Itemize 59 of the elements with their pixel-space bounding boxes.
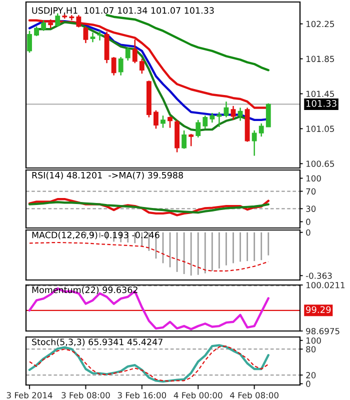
candlestick <box>118 56 124 76</box>
candlestick <box>154 110 158 130</box>
candlestick <box>230 105 236 121</box>
candlestick <box>266 102 271 128</box>
candlestick <box>125 46 130 62</box>
y-tick-label: 20 <box>306 372 316 378</box>
y-tick-label: 101.45 <box>306 90 334 98</box>
x-tick-label: 3 Feb 16:00 <box>118 392 166 398</box>
candlestick <box>90 32 96 43</box>
y-tick-label: 100.0211 <box>306 282 345 288</box>
y-tick-label: 101.85 <box>306 56 334 62</box>
y-tick-label: -0.363 <box>306 272 332 279</box>
candlestick <box>83 26 88 44</box>
x-tick-label: 4 Feb 00:00 <box>174 392 222 398</box>
candlestick <box>41 20 46 32</box>
y-tick-label: 0 <box>306 218 310 225</box>
candlestick <box>168 116 172 128</box>
candlestick <box>252 130 257 156</box>
chart-title: MACD(12,26,9) -0.193 -0.246 <box>32 232 160 240</box>
y-tick-label: 100 <box>306 175 321 182</box>
text: USDJPY,H1 101.07 101.34 101.07 101.33 <box>32 7 214 16</box>
candlestick <box>97 30 102 42</box>
candlestick <box>132 38 138 64</box>
candlestick <box>210 112 215 124</box>
candlestick <box>27 30 32 54</box>
candlestick <box>196 119 201 138</box>
y-tick-label: 30 <box>306 206 316 212</box>
y-tick-label: 101.05 <box>306 126 334 132</box>
candlestick <box>216 111 222 128</box>
candlestick <box>182 130 187 150</box>
line-series <box>28 201 270 214</box>
y-tick-label: 70 <box>306 188 316 195</box>
line-series <box>28 198 270 216</box>
y-tick-label: 102.25 <box>306 20 334 28</box>
y-tick-label: 0 <box>306 380 310 387</box>
candlestick <box>202 114 208 130</box>
ref-line-label: 101.33 <box>306 100 336 107</box>
y-tick-label: 0 <box>306 229 310 236</box>
x-tick-label: 3 Feb 08:00 <box>62 392 110 398</box>
candlestick <box>188 133 194 147</box>
candlestick <box>111 56 116 76</box>
candlestick <box>258 122 264 138</box>
y-tick-label: 100.65 <box>306 160 334 167</box>
x-tick-label: 3 Feb 2014 <box>6 392 52 398</box>
y-tick-label: 100 <box>306 337 321 344</box>
line-series <box>106 14 270 72</box>
y-tick-label: 98.6975 <box>306 328 340 334</box>
ref-line-label: 99.29 <box>306 306 331 314</box>
line-series <box>28 242 269 272</box>
x-tick-label: 4 Feb 08:00 <box>230 392 278 398</box>
chart-title: Stoch(5,3,3) 65.9341 45.4247 <box>32 338 162 346</box>
candlestick <box>34 26 39 37</box>
chart-title: RSI(14) 48.1201 ->MA(7) 39.5988 <box>32 172 183 180</box>
candlestick <box>224 100 229 118</box>
candlestick <box>160 114 166 128</box>
candlestick <box>238 107 243 122</box>
line-series <box>28 287 270 330</box>
y-tick-label: 80 <box>306 346 316 352</box>
candlestick <box>139 58 144 74</box>
